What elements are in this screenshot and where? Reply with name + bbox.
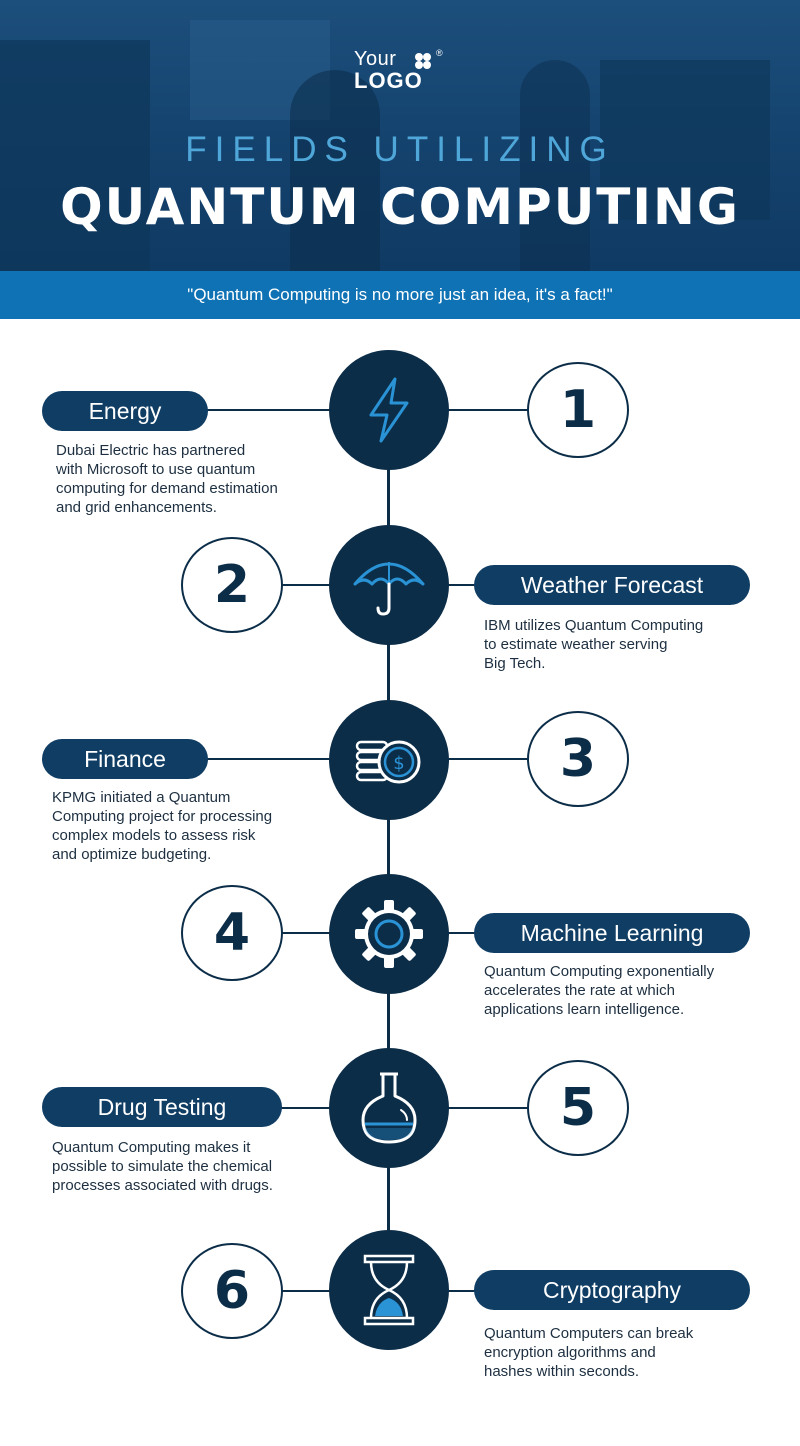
- background-monitor-shape: [600, 60, 770, 220]
- description-machine-learning: Quantum Computing exponentially accelera…: [484, 963, 715, 1018]
- page-supertitle: FIELDS UTILIZING: [185, 130, 615, 169]
- hero-banner: Your ® LOGO FIELDS UTILIZING QUANTUM COM…: [0, 0, 800, 271]
- number-circle-2: 2: [181, 537, 283, 633]
- hub-finance: $: [329, 700, 449, 820]
- label-pill-machine-learning: Machine Learning: [474, 913, 750, 953]
- description-energy: Dubai Electric has partnered with Micros…: [56, 442, 278, 516]
- timeline-vertical-line: [387, 410, 390, 1290]
- hub-machine-learning: [329, 874, 449, 994]
- label-pill-drug-testing: Drug Testing: [42, 1087, 282, 1127]
- number-circle-5: 5: [527, 1060, 629, 1156]
- logo-line-2: LOGO: [354, 68, 423, 93]
- flask-icon: [361, 1072, 417, 1144]
- hourglass-icon: [363, 1254, 415, 1326]
- description-finance: KPMG initiated a Quantum Computing proje…: [52, 789, 273, 863]
- hub-cryptography: [329, 1230, 449, 1350]
- logo-registered-mark: ®: [436, 48, 443, 58]
- lightning-icon: [369, 377, 409, 443]
- description-drug-testing: Quantum Computing makes it possible to s…: [52, 1139, 273, 1194]
- coins-icon: $: [355, 740, 421, 784]
- logo-line-1: Your: [354, 48, 397, 70]
- umbrella-icon: [353, 562, 425, 616]
- description-cryptography: Quantum Computers can break encryption a…: [484, 1325, 694, 1380]
- hub-drug-testing: [329, 1048, 449, 1168]
- label-pill-energy: Energy: [42, 391, 208, 431]
- label-pill-cryptography: Cryptography: [474, 1270, 750, 1310]
- logo-mark-icon: [415, 53, 431, 69]
- quote-banner: "Quantum Computing is no more just an id…: [0, 271, 800, 319]
- hub-energy: [329, 350, 449, 470]
- label-pill-finance: Finance: [42, 739, 208, 779]
- background-photo-shape: [0, 40, 150, 271]
- company-logo: Your ® LOGO: [354, 48, 454, 93]
- number-circle-3: 3: [527, 711, 629, 807]
- page-title: QUANTUM COMPUTING: [60, 178, 740, 236]
- hub-weather: [329, 525, 449, 645]
- background-person-shape: [520, 60, 590, 271]
- description-weather-forecast: IBM utilizes Quantum Computing to estima…: [484, 617, 704, 672]
- label-pill-weather-forecast: Weather Forecast: [474, 565, 750, 605]
- background-person-shape: [290, 70, 380, 271]
- number-circle-6: 6: [181, 1243, 283, 1339]
- gear-icon: [355, 900, 423, 968]
- number-circle-1: 1: [527, 362, 629, 458]
- svg-text:$: $: [393, 753, 404, 774]
- number-circle-4: 4: [181, 885, 283, 981]
